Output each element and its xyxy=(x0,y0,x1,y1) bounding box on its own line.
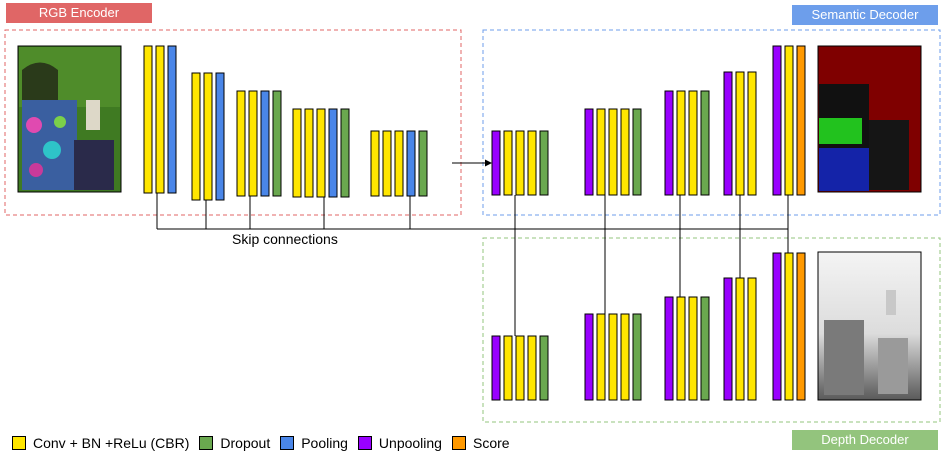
depth-stage-4-unpooling-block xyxy=(723,277,733,401)
semantic-stage-5-unpooling-block xyxy=(772,45,782,196)
encoder-stage-4-cbr-block xyxy=(304,108,314,198)
semantic-stage-5-score-block xyxy=(796,45,806,196)
encoder-stage-5-cbr-block xyxy=(382,130,392,197)
semantic-stage-4-cbr-block xyxy=(735,71,745,196)
encoder-stage-2-cbr-block xyxy=(191,72,201,201)
legend-item-score: Score xyxy=(451,435,510,451)
encoder-stage-4-cbr-block xyxy=(292,108,302,198)
depth-stage-2-cbr-block xyxy=(596,313,606,401)
depth-stage-1-cbr-block xyxy=(515,335,525,401)
semantic-stage-4-unpooling-block xyxy=(723,71,733,196)
encoder-stage-3-cbr-block xyxy=(236,90,246,197)
semantic-decoder-group-box xyxy=(482,29,941,216)
encoder-stage-5-pooling-block xyxy=(406,130,416,197)
dropout-swatch xyxy=(199,436,214,450)
depth-stage-3-cbr-block xyxy=(676,296,686,401)
encoder-title: RGB Encoder xyxy=(6,3,152,23)
encoder-stage-2-cbr-block xyxy=(203,72,213,201)
legend-label: Score xyxy=(472,435,510,451)
legend-label: Conv + BN +ReLu (CBR) xyxy=(33,435,190,451)
depth-output-image xyxy=(817,251,922,401)
depth-stage-4-cbr-block xyxy=(735,277,745,401)
encoder-stage-3-pooling-block xyxy=(260,90,270,197)
rgb-input-image xyxy=(17,45,122,193)
encoder-group-box xyxy=(4,29,462,216)
pooling-swatch xyxy=(280,436,295,450)
depth-stage-3-dropout-block xyxy=(700,296,710,401)
semantic-stage-1-cbr-block xyxy=(503,130,513,196)
depth-stage-1-unpooling-block xyxy=(491,335,501,401)
encoder-stage-1-cbr-block xyxy=(143,45,153,194)
encoder-stage-2-pooling-block xyxy=(215,72,225,201)
skip-connections xyxy=(156,193,789,336)
semantic-stage-2-cbr-block xyxy=(620,108,630,196)
legend-label: Pooling xyxy=(301,435,348,451)
semantic-stage-2-dropout-block xyxy=(632,108,642,196)
depth-stage-2-unpooling-block xyxy=(584,313,594,401)
semantic-stage-2-unpooling-block xyxy=(584,108,594,196)
semantic-stage-2-cbr-block xyxy=(596,108,606,196)
legend-label: Dropout xyxy=(220,435,271,451)
semantic-stage-3-cbr-block xyxy=(676,90,686,196)
unpooling-swatch xyxy=(357,436,372,450)
depth-decoder-title: Depth Decoder xyxy=(792,430,938,450)
depth-stage-3-cbr-block xyxy=(688,296,698,401)
encoder-to-decoder-arrow xyxy=(452,159,492,167)
depth-stage-4-cbr-block xyxy=(747,277,757,401)
legend: Conv + BN +ReLu (CBR) Dropout Pooling Un… xyxy=(12,435,520,451)
semantic-stage-1-dropout-block xyxy=(539,130,549,196)
legend-item-unpooling: Unpooling xyxy=(357,435,442,451)
depth-stage-2-cbr-block xyxy=(608,313,618,401)
encoder-stage-4-cbr-block xyxy=(316,108,326,198)
semantic-stage-4-cbr-block xyxy=(747,71,757,196)
semantic-stage-1-cbr-block xyxy=(515,130,525,196)
depth-stage-1-dropout-block xyxy=(539,335,549,401)
depth-stage-5-cbr-block xyxy=(784,252,794,401)
depth-stage-5-unpooling-block xyxy=(772,252,782,401)
semantic-stage-1-unpooling-block xyxy=(491,130,501,196)
encoder-stage-5-dropout-block xyxy=(418,130,428,197)
encoder-stage-5-cbr-block xyxy=(394,130,404,197)
encoder-stage-3-dropout-block xyxy=(272,90,282,197)
encoder-stage-5-cbr-block xyxy=(370,130,380,197)
depth-stage-2-cbr-block xyxy=(620,313,630,401)
semantic-output-image xyxy=(817,45,922,193)
encoder-stage-4-dropout-block xyxy=(340,108,350,198)
cbr-swatch xyxy=(12,436,26,450)
encoder-stage-1-cbr-block xyxy=(155,45,165,194)
semantic-stage-3-cbr-block xyxy=(688,90,698,196)
semantic-stage-1-cbr-block xyxy=(527,130,537,196)
legend-item-pooling: Pooling xyxy=(280,435,348,451)
legend-item-dropout: Dropout xyxy=(199,435,270,451)
depth-decoder-group-box xyxy=(482,237,941,423)
legend-item-cbr: Conv + BN +ReLu (CBR) xyxy=(12,435,189,451)
semantic-stage-5-cbr-block xyxy=(784,45,794,196)
depth-stage-3-unpooling-block xyxy=(664,296,674,401)
depth-stage-1-cbr-block xyxy=(503,335,513,401)
legend-label: Unpooling xyxy=(378,435,442,451)
encoder-stage-1-pooling-block xyxy=(167,45,177,194)
depth-stage-2-dropout-block xyxy=(632,313,642,401)
encoder-stage-3-cbr-block xyxy=(248,90,258,197)
semantic-decoder-title: Semantic Decoder xyxy=(792,5,938,25)
encoder-stage-4-pooling-block xyxy=(328,108,338,198)
semantic-stage-3-unpooling-block xyxy=(664,90,674,196)
depth-stage-1-cbr-block xyxy=(527,335,537,401)
semantic-stage-2-cbr-block xyxy=(608,108,618,196)
score-swatch xyxy=(451,436,466,450)
skip-connections-label: Skip connections xyxy=(232,231,338,247)
depth-stage-5-score-block xyxy=(796,252,806,401)
semantic-stage-3-dropout-block xyxy=(700,90,710,196)
